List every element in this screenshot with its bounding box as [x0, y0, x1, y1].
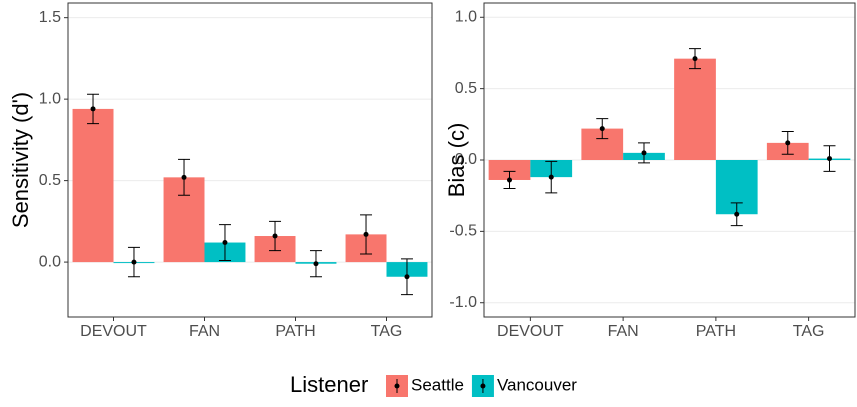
point	[90, 106, 96, 112]
bar	[488, 160, 531, 180]
point	[599, 126, 605, 132]
y-tick-label: 0.5	[455, 80, 477, 97]
bar	[674, 58, 716, 160]
y-tick-label: -1.0	[449, 294, 477, 311]
y-tick-label: 1.0	[39, 90, 61, 107]
point	[826, 156, 832, 162]
x-tick-label: FAN	[189, 323, 220, 340]
point	[313, 261, 319, 267]
point	[404, 274, 410, 280]
point	[692, 56, 698, 62]
x-tick-label: DEVOUT	[80, 323, 147, 340]
legend-label: Seattle	[411, 375, 464, 394]
y-tick-label: -0.5	[449, 223, 477, 240]
y-tick-label: 0.5	[39, 172, 61, 189]
x-tick-label: TAG	[371, 323, 403, 340]
y-axis-label: Sensitivity (d')	[8, 92, 33, 228]
point	[548, 174, 554, 180]
x-tick-label: TAG	[793, 323, 825, 340]
y-tick-label: 1.5	[39, 9, 61, 26]
x-tick-label: PATH	[696, 323, 736, 340]
plot-background	[68, 3, 432, 317]
y-tick-label: 0.0	[39, 253, 61, 270]
legend-label: Vancouver	[497, 375, 577, 394]
legend-key-point	[480, 383, 486, 389]
point	[181, 174, 187, 180]
y-tick-label: 0.0	[455, 151, 477, 168]
legend-key-point	[394, 383, 400, 389]
x-tick-label: DEVOUT	[497, 323, 564, 340]
point	[272, 233, 278, 239]
y-tick-label: 1.0	[455, 8, 477, 25]
legend-title: Listener	[290, 372, 368, 397]
x-tick-label: FAN	[608, 323, 639, 340]
point	[734, 211, 740, 217]
y-axis-label: Bias (c)	[444, 123, 469, 198]
bar	[72, 108, 114, 263]
point	[507, 177, 513, 183]
panel-border	[67, 2, 433, 318]
x-tick-label: PATH	[275, 323, 315, 340]
point	[222, 240, 228, 246]
point	[785, 140, 791, 146]
point	[131, 259, 137, 265]
point	[363, 231, 369, 237]
panel-border	[483, 2, 856, 318]
point	[641, 150, 647, 156]
